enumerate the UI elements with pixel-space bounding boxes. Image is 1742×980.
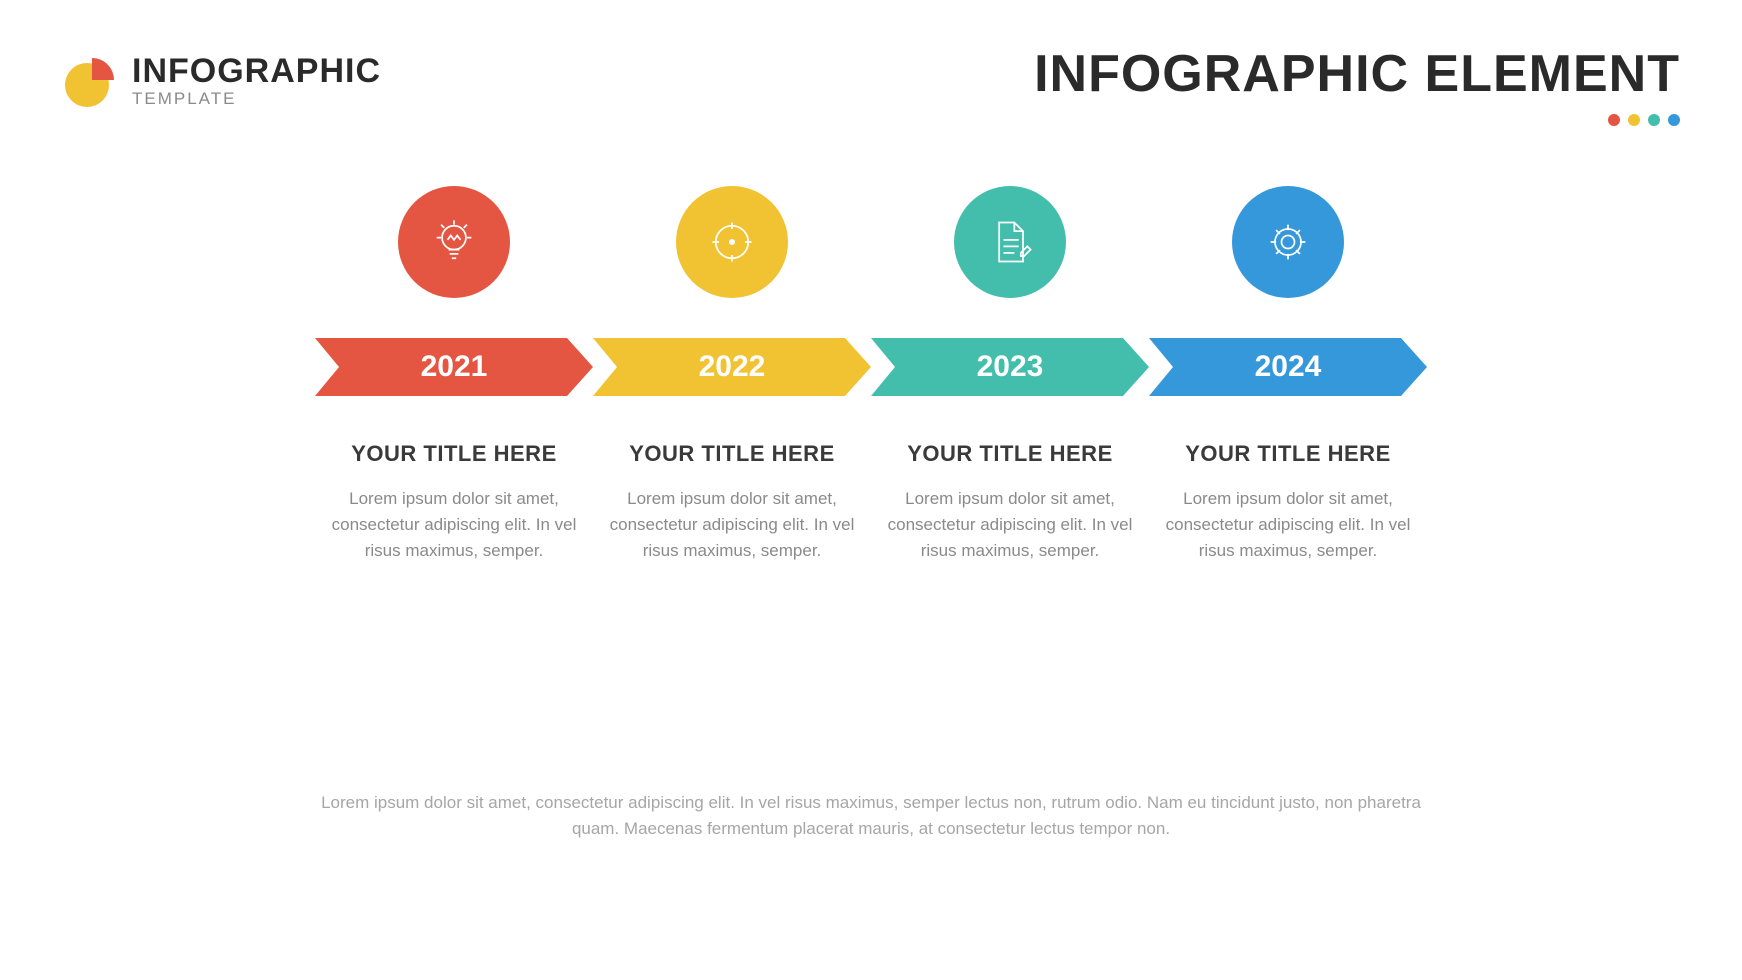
lightbulb-icon xyxy=(428,216,480,268)
year-label-1: 2021 xyxy=(421,350,488,384)
gear-icon xyxy=(1262,216,1314,268)
step-3-body: Lorem ipsum dolor sit amet, consectetur … xyxy=(885,486,1135,565)
logo-subtitle: TEMPLATE xyxy=(132,89,381,109)
step-1-title: YOUR TITLE HERE xyxy=(329,440,579,468)
pie-icon xyxy=(62,54,116,108)
step-1-circle xyxy=(398,186,510,298)
step-3 xyxy=(871,186,1149,298)
arrow-2024: 2024 xyxy=(1149,338,1427,396)
year-label-4: 2024 xyxy=(1255,350,1322,384)
logo-title: INFOGRAPHIC xyxy=(132,52,381,91)
arrow-2023: 2023 xyxy=(871,338,1149,396)
arrow-2022: 2022 xyxy=(593,338,871,396)
title-block-1: YOUR TITLE HERE Lorem ipsum dolor sit am… xyxy=(315,440,593,565)
title-block-3: YOUR TITLE HERE Lorem ipsum dolor sit am… xyxy=(871,440,1149,565)
year-label-3: 2023 xyxy=(977,350,1044,384)
step-2-title: YOUR TITLE HERE xyxy=(607,440,857,468)
title-block-2: YOUR TITLE HERE Lorem ipsum dolor sit am… xyxy=(593,440,871,565)
step-4-circle xyxy=(1232,186,1344,298)
document-icon xyxy=(984,216,1036,268)
dot-teal xyxy=(1648,114,1660,126)
titles-row: YOUR TITLE HERE Lorem ipsum dolor sit am… xyxy=(315,440,1427,565)
dot-blue xyxy=(1668,114,1680,126)
step-1-body: Lorem ipsum dolor sit amet, consectetur … xyxy=(329,486,579,565)
dot-yellow xyxy=(1628,114,1640,126)
step-3-title: YOUR TITLE HERE xyxy=(885,440,1135,468)
step-4-body: Lorem ipsum dolor sit amet, consectetur … xyxy=(1163,486,1413,565)
title-block-4: YOUR TITLE HERE Lorem ipsum dolor sit am… xyxy=(1149,440,1427,565)
arrow-row: 2021 2022 2023 2024 xyxy=(315,338,1427,396)
step-2 xyxy=(593,186,871,298)
step-2-circle xyxy=(676,186,788,298)
page-title: INFOGRAPHIC ELEMENT xyxy=(1034,44,1680,104)
footer-text: Lorem ipsum dolor sit amet, consectetur … xyxy=(296,790,1446,843)
target-icon xyxy=(706,216,758,268)
step-4 xyxy=(1149,186,1427,298)
dot-red xyxy=(1608,114,1620,126)
step-3-circle xyxy=(954,186,1066,298)
step-2-body: Lorem ipsum dolor sit amet, consectetur … xyxy=(607,486,857,565)
accent-dots xyxy=(1608,114,1680,126)
logo-text: INFOGRAPHIC TEMPLATE xyxy=(132,52,381,109)
logo: INFOGRAPHIC TEMPLATE xyxy=(62,52,381,109)
year-label-2: 2022 xyxy=(699,350,766,384)
step-circles-row xyxy=(315,186,1427,298)
step-1 xyxy=(315,186,593,298)
step-4-title: YOUR TITLE HERE xyxy=(1163,440,1413,468)
arrow-2021: 2021 xyxy=(315,338,593,396)
